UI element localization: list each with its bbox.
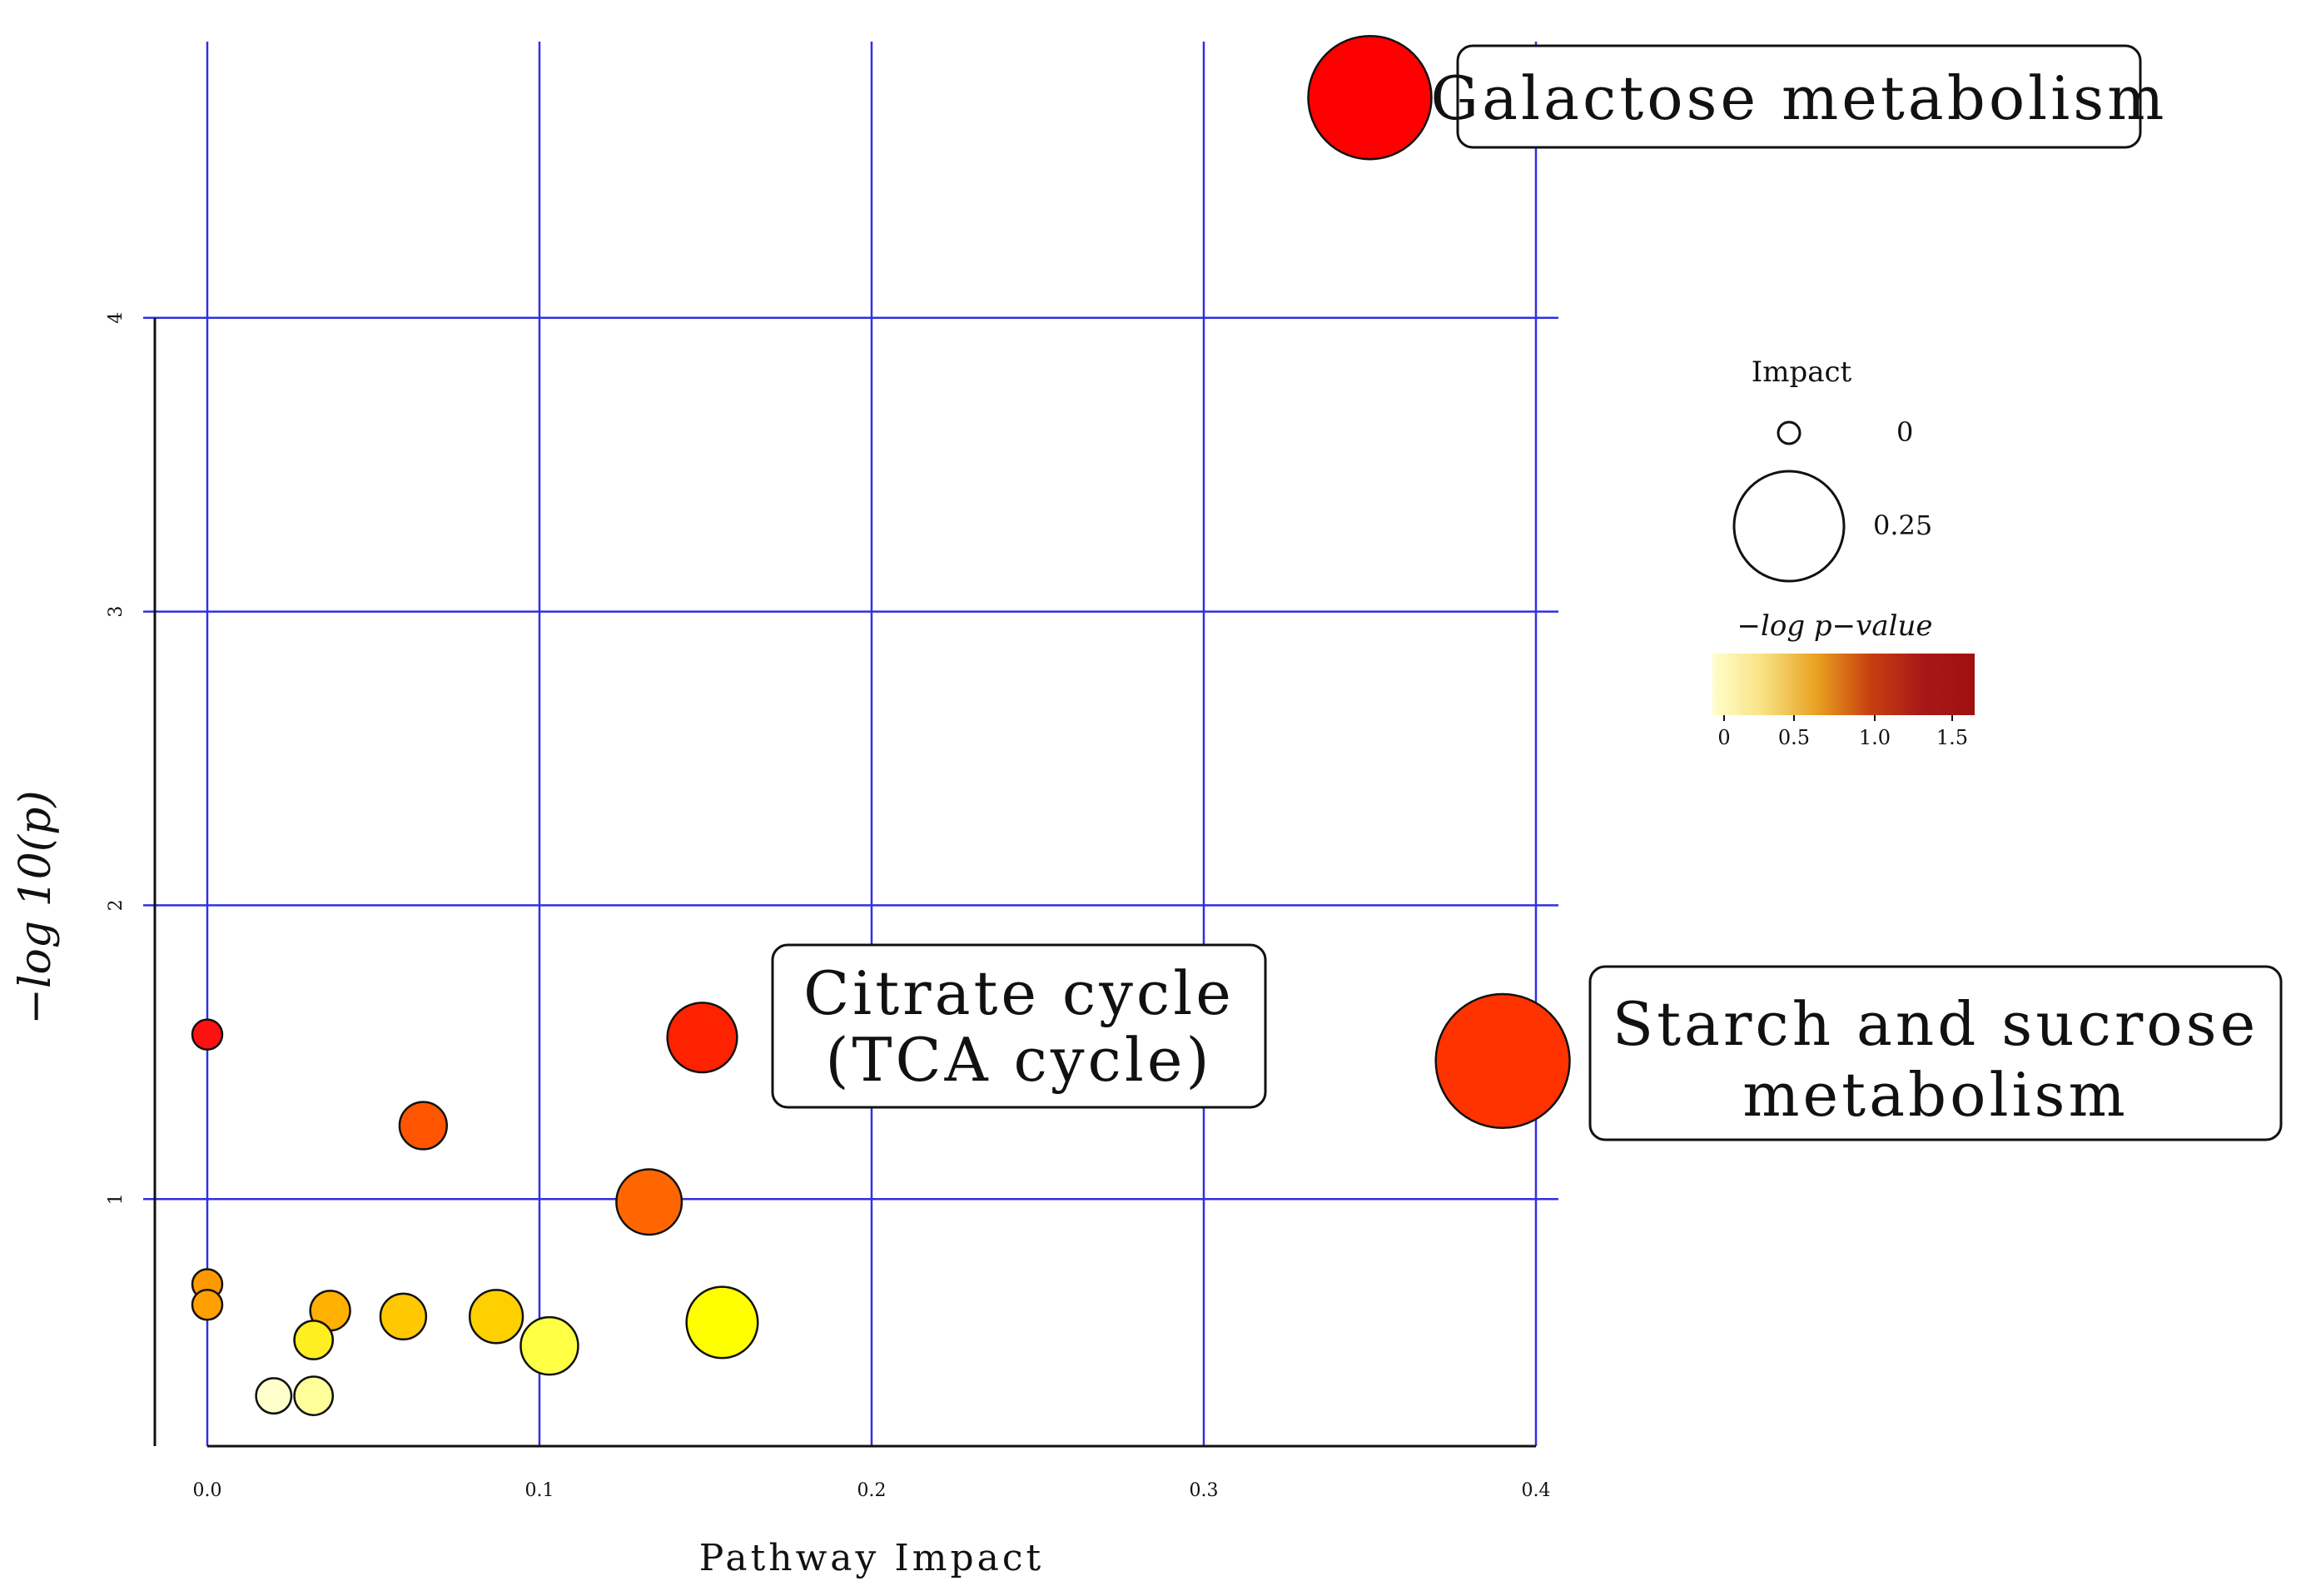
data-points <box>191 34 1571 1416</box>
annotation-box <box>1588 965 2283 1141</box>
data-point <box>293 1320 335 1360</box>
data-point <box>519 1315 579 1376</box>
annotation-text: (TCA cycle) <box>825 1025 1212 1095</box>
x-tick-label: 0.4 <box>1522 1480 1551 1501</box>
data-point <box>191 1288 224 1321</box>
annotations: Galactose metabolism Starch and sucroseme… <box>771 44 2283 1141</box>
annotation-text: metabolism <box>1742 1060 2128 1130</box>
data-point <box>666 1002 738 1074</box>
x-tick-label: 0.2 <box>857 1480 887 1501</box>
data-point <box>615 1168 683 1236</box>
annotation-text: Citrate cycle <box>803 958 1235 1028</box>
data-point <box>1434 992 1571 1130</box>
x-tick-label: 0.1 <box>525 1480 554 1501</box>
data-point <box>255 1377 293 1415</box>
data-point <box>398 1101 449 1151</box>
x-tick-label: 0.0 <box>193 1480 222 1501</box>
data-point <box>293 1375 335 1416</box>
annotation-box <box>771 943 1267 1109</box>
annotation-text: Starch and sucrose <box>1613 989 2259 1059</box>
legend-size-label: 0.25 <box>1873 510 1932 541</box>
y-tick-label: 3 <box>106 606 127 618</box>
y-tick-label: 2 <box>106 899 127 911</box>
legend-color-title: −log p−value <box>1737 609 1932 643</box>
legend-size-circle <box>1777 420 1802 445</box>
data-point <box>685 1285 759 1360</box>
legend-size-label: 0 <box>1896 416 1913 448</box>
annotation-text: Galactose metabolism <box>1431 63 2168 133</box>
grid-lines <box>143 42 1558 1446</box>
x-tick-label: 0.3 <box>1190 1480 1219 1501</box>
legend-size-title: Impact <box>1752 355 1852 389</box>
legend: Impact 0 0.25 −log p−value 0 0.5 1.0 1.5 <box>1712 355 1975 749</box>
legend-colorbar-label: 0.5 <box>1778 726 1810 749</box>
y-tick-label: 4 <box>106 312 127 324</box>
data-point <box>191 1018 224 1051</box>
legend-colorbar-label: 1.0 <box>1859 726 1891 749</box>
y-tick-label: 1 <box>106 1193 127 1205</box>
axes: 0.0 0.1 0.2 0.3 0.4 1 2 3 4 <box>106 312 1551 1501</box>
data-point <box>1307 34 1433 161</box>
legend-size-circle <box>1732 470 1846 583</box>
data-point <box>379 1292 428 1341</box>
legend-colorbar-label: 0 <box>1717 726 1730 749</box>
legend-colorbar-label: 1.5 <box>1936 726 1968 749</box>
y-axis-title: −log 10(p) <box>11 790 61 1024</box>
legend-colorbar <box>1712 654 1975 715</box>
annotation-box <box>1456 44 2142 149</box>
data-point <box>468 1289 524 1345</box>
x-axis-title: Pathway Impact <box>699 1537 1044 1579</box>
